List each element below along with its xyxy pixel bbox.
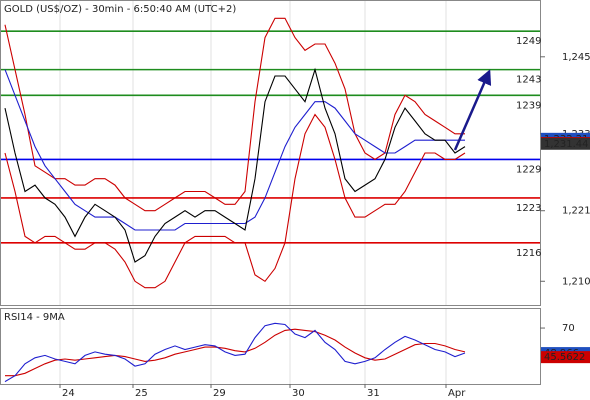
level-label: 1239	[516, 100, 541, 111]
x-tick-label: 30	[292, 388, 305, 399]
y-tick-label: 1,210	[562, 276, 590, 287]
level-label: 1229	[516, 164, 541, 175]
y-tick-label: 70	[562, 323, 575, 334]
level-label: 1216	[516, 248, 541, 259]
level-label: 1243	[516, 75, 541, 86]
price-marker	[541, 351, 590, 364]
x-tick-label: 31	[367, 388, 380, 399]
rsi-panel	[0, 308, 541, 385]
series-line	[4, 113, 466, 289]
series-line	[4, 17, 465, 212]
price-marker-label: 45.5622	[544, 352, 585, 363]
rsi-title: RSI14 - 9MA	[4, 312, 65, 323]
series-line	[4, 322, 466, 383]
series-line	[4, 67, 466, 263]
series-line	[5, 328, 466, 377]
x-tick-label: 29	[213, 388, 226, 399]
forecast-arrow	[453, 69, 492, 151]
price-marker	[541, 137, 590, 150]
y-tick-label: 1,245	[562, 52, 590, 63]
level-label: 1223	[516, 203, 541, 214]
x-tick-label: 25	[135, 388, 148, 399]
chart-title: GOLD (US$/OZ) - 30min - 6:50:40 AM (UTC+…	[4, 4, 236, 15]
y-tick-label: 1,221	[562, 206, 590, 217]
x-tick-label: Apr	[448, 388, 466, 399]
main-panel	[0, 0, 541, 306]
price-marker-label: 1,231.44	[544, 139, 589, 150]
level-label: 1249	[516, 36, 541, 47]
x-tick-label: 24	[62, 388, 75, 399]
